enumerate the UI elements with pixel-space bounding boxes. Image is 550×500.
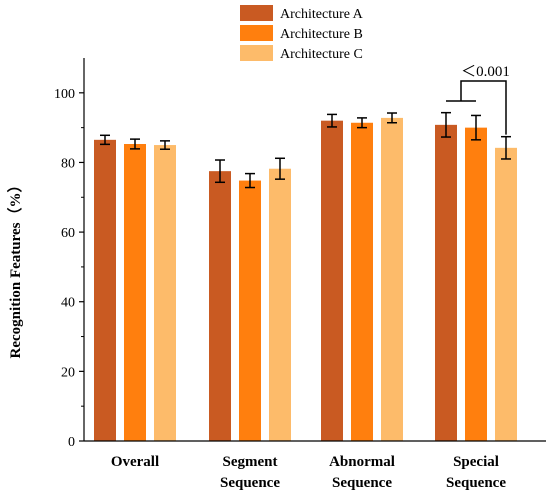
- bar-2-4: [465, 127, 487, 442]
- x-tick-label: Overall: [111, 454, 159, 470]
- legend-label: Architecture C: [280, 47, 363, 62]
- bar-2-1: [124, 144, 146, 441]
- significance-annotation: ＜0.001: [446, 64, 510, 135]
- bar-1-4: [435, 124, 457, 442]
- x-tick-label: Sequence: [446, 475, 506, 491]
- legend-label: Architecture B: [280, 27, 363, 42]
- bar-3-3: [381, 117, 403, 442]
- legend-swatch: [240, 25, 273, 41]
- x-tick-label: Sequence: [332, 475, 392, 491]
- y-tick-label: 40: [61, 296, 75, 311]
- bars-group: [94, 117, 517, 442]
- legend-swatch: [240, 45, 273, 61]
- bar-3-2: [269, 168, 291, 442]
- bar-3-1: [154, 145, 176, 441]
- bar-1-2: [209, 171, 231, 441]
- legend-swatch: [240, 5, 273, 21]
- p-value-label: ＜0.001: [461, 64, 510, 80]
- bar-3-4: [495, 147, 517, 441]
- bar-1-3: [321, 120, 343, 441]
- y-tick-label: 100: [54, 87, 75, 102]
- y-tick-label: 80: [61, 156, 75, 171]
- axes-group: 0 20 40 60 80 100 Overall Segment Sequence Abnorm…: [54, 58, 546, 491]
- x-tick-label: Special: [453, 454, 499, 470]
- y-tick-label: 20: [61, 365, 75, 380]
- y-tick-label: 60: [61, 226, 75, 241]
- y-tick-label: 0: [68, 435, 75, 450]
- significance-bracket: [446, 80, 507, 135]
- x-tick-label: Sequence: [220, 475, 280, 491]
- legend: Architecture A Architecture B Architecture…: [240, 5, 364, 62]
- x-tick-label: Abnormal: [329, 454, 395, 470]
- x-tick-label: Segment: [223, 454, 278, 470]
- y-axis-label: Recognition Features（%）: [6, 178, 24, 359]
- legend-label: Architecture A: [280, 7, 364, 22]
- bar-1-1: [94, 139, 116, 441]
- bar-2-3: [351, 122, 373, 442]
- bar-2-2: [239, 180, 261, 441]
- error-bars-group: [100, 111, 511, 189]
